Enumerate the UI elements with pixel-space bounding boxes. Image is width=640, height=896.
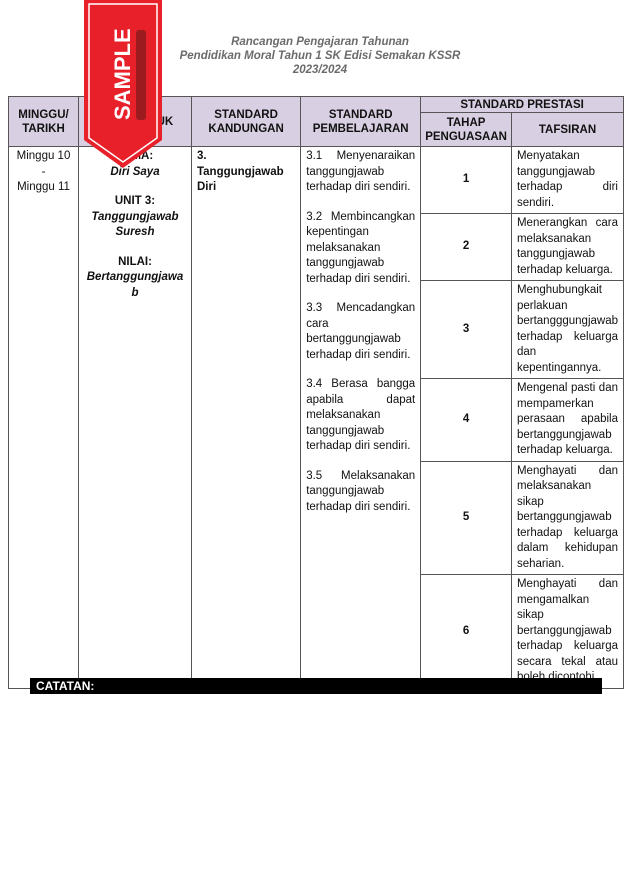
sample-watermark-ribbon: SAMPLE xyxy=(84,0,162,168)
header-tafsiran: TAFSIRAN xyxy=(510,112,625,147)
tahap-cell: 3 xyxy=(420,280,512,379)
kandungan-title: Tanggungjawab Diri xyxy=(196,165,284,194)
sp-item: 3.1 Menyenaraikan tanggungjawab terhadap… xyxy=(306,150,416,193)
tahap-cell: 1 xyxy=(420,146,512,214)
header-minggu: MINGGU/ TARIKH xyxy=(8,96,79,147)
minggu-to: Minggu 11 xyxy=(17,181,70,193)
tema-value: Diri Saya xyxy=(110,165,160,178)
minggu-cell: Minggu 10 - Minggu 11 xyxy=(8,146,79,689)
tafsiran-cell: Menerangkan cara melaksanakan tanggungja… xyxy=(510,213,625,281)
title-line-1: Rancangan Pengajaran Tahunan xyxy=(231,36,409,48)
tafsiran-cell: Menyatakan tanggungjawab terhadap diri s… xyxy=(510,146,625,214)
tahap-cell: 2 xyxy=(420,213,512,281)
nilai-label: NILAI: xyxy=(118,255,152,268)
header-prestasi: STANDARD PRESTASI xyxy=(420,96,624,113)
watermark-text: SAMPLE xyxy=(110,28,135,120)
kandungan-number: 3. xyxy=(196,150,207,162)
tafsiran-cell: Menghubungkait perlakuan bertangggungjaw… xyxy=(510,280,625,379)
kandungan-cell: 3. Tanggungjawab Diri xyxy=(190,146,302,689)
sp-item: 3.2 Membincangkan kepentingan melaksanak… xyxy=(306,210,416,285)
sp-item: 3.5 Melaksanakan tanggungjawab terhadap … xyxy=(306,469,416,513)
title-line-2: Pendidikan Moral Tahun 1 SK Edisi Semaka… xyxy=(179,50,461,62)
minggu-sep: - xyxy=(41,165,46,178)
pembelajaran-cell: 3.1 Menyenaraikan tanggungjawab terhadap… xyxy=(300,146,422,689)
title-line-3: 2023/2024 xyxy=(292,64,348,76)
catatan-bar: CATATAN: xyxy=(30,678,602,694)
tema-cell: TEMA: Diri Saya UNIT 3: Tanggungjawab Su… xyxy=(78,146,192,689)
minggu-from: Minggu 10 xyxy=(16,150,71,162)
unit-value: Tanggungjawab Suresh xyxy=(91,210,179,239)
tafsiran-cell: Menghayati dan melaksanakan sikap bertan… xyxy=(510,460,625,575)
nilai-value: Bertanggungjawab xyxy=(86,271,184,299)
header-kandungan: STANDARD KANDUNGAN xyxy=(190,96,302,147)
tahap-cell: 4 xyxy=(420,378,512,462)
tafsiran-cell: Mengenal pasti dan mempamerkan perasaan … xyxy=(510,378,625,462)
tahap-cell: 5 xyxy=(420,460,512,575)
header-pembelajaran: STANDARD PEMBELAJARAN xyxy=(300,96,422,147)
sp-item: 3.4 Berasa bangga apabila dapat melaksan… xyxy=(306,378,416,452)
sp-item: 3.3 Mencadangkan cara bertanggungjawab t… xyxy=(306,302,416,361)
tahap-cell: 6 xyxy=(420,574,512,689)
tafsiran-cell: Menghayati dan mengamalkan sikap bertang… xyxy=(510,574,625,689)
header-tahap: TAHAP PENGUASAAN xyxy=(420,112,512,147)
rpt-table: MINGGU/ TARIKH TEMA/ TAJUK STANDARD KAND… xyxy=(8,96,625,689)
unit-label: UNIT 3: xyxy=(114,195,156,207)
document-title: Rancangan Pengajaran Tahunan Pendidikan … xyxy=(0,35,640,77)
catatan-label: CATATAN: xyxy=(36,679,95,693)
